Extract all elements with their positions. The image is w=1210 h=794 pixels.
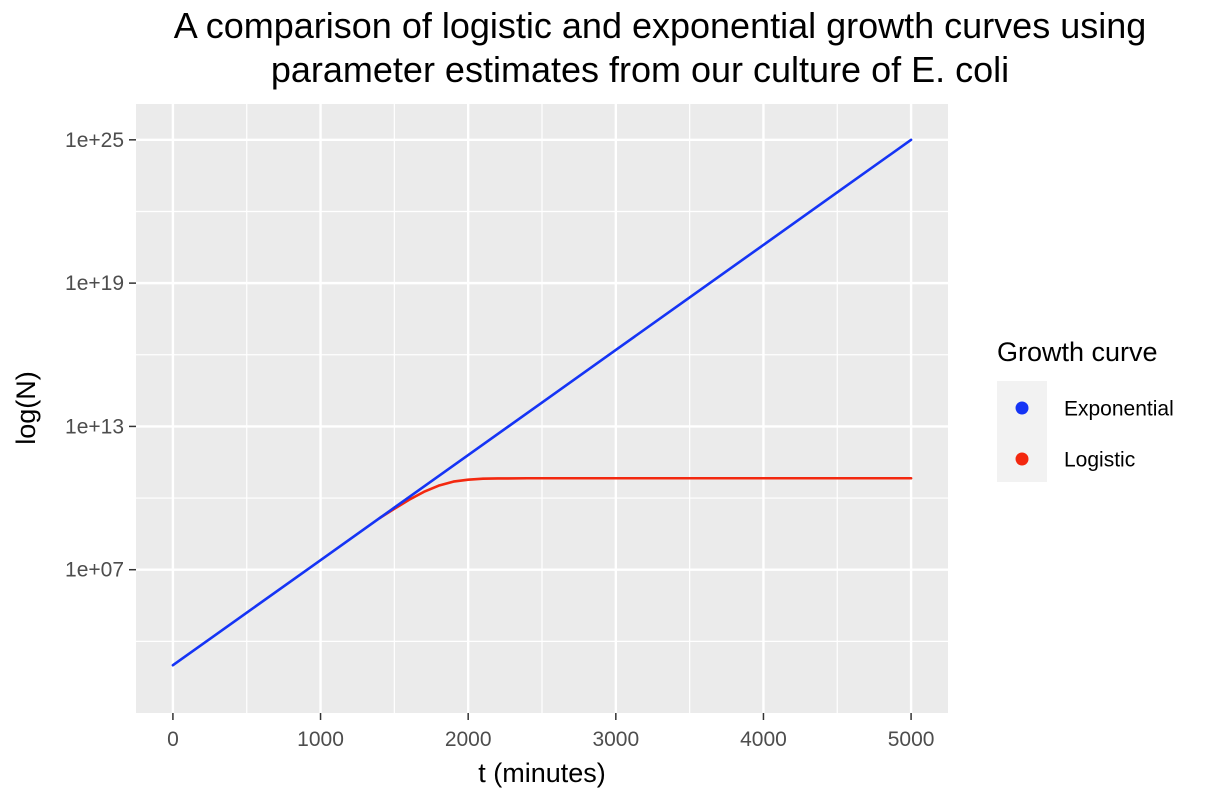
y-axis: 1e+07 1e+13 1e+19 1e+25 <box>65 129 136 582</box>
x-tick-label: 5000 <box>888 728 935 751</box>
y-axis-title: log(N) <box>11 371 41 445</box>
x-tick-label: 0 <box>167 728 179 751</box>
legend: Growth curve Exponential Logistic <box>997 337 1174 482</box>
y-tick-label: 1e+25 <box>65 129 124 152</box>
x-tick-label: 4000 <box>740 728 787 751</box>
major-gridlines <box>136 104 948 713</box>
legend-key-exponential <box>1015 401 1029 415</box>
legend-key-logistic <box>1015 452 1029 466</box>
minor-gridlines <box>136 104 948 713</box>
series-lines <box>171 138 913 667</box>
x-axis-title: t (minutes) <box>478 758 606 788</box>
series-line-exponential <box>171 138 913 667</box>
series-line-logistic <box>378 476 913 520</box>
y-tick-label: 1e+07 <box>65 559 124 582</box>
x-tick-label: 2000 <box>445 728 492 751</box>
legend-key-background <box>997 381 1047 482</box>
chart-title-line-2: parameter estimates from our culture of … <box>271 49 1009 90</box>
legend-title: Growth curve <box>997 337 1158 367</box>
x-axis: 0 1000 2000 3000 4000 5000 <box>167 713 934 751</box>
legend-label-logistic: Logistic <box>1064 449 1135 472</box>
chart-title-line-1: A comparison of logistic and exponential… <box>174 5 1147 46</box>
y-tick-label: 1e+19 <box>65 272 124 295</box>
x-tick-label: 3000 <box>592 728 639 751</box>
x-tick-label: 1000 <box>297 728 344 751</box>
legend-label-exponential: Exponential <box>1064 398 1174 421</box>
y-tick-label: 1e+13 <box>65 415 124 438</box>
